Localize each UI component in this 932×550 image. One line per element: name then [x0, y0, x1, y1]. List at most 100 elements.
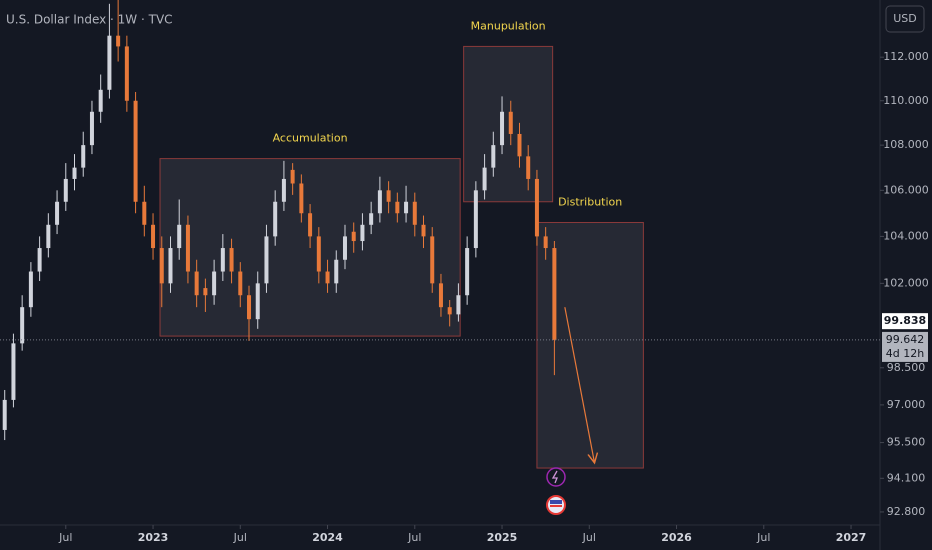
candle-body	[2, 399, 7, 430]
candle-body	[351, 231, 356, 242]
candle-body	[552, 248, 557, 340]
flag-detail	[550, 505, 562, 507]
annotation-label: Accumulation	[273, 132, 348, 145]
lightning-icon	[551, 470, 558, 484]
candle-body	[508, 111, 513, 134]
candle-body	[63, 178, 68, 202]
candle-body	[220, 248, 225, 272]
candle-body	[316, 236, 321, 272]
candle-body	[20, 307, 25, 344]
candle-body	[185, 224, 190, 272]
flag-detail	[550, 500, 562, 504]
candle-body	[377, 190, 382, 214]
candle-body	[281, 178, 286, 202]
y-tick-label: 110.000	[883, 94, 929, 107]
x-tick-label: 2027	[836, 531, 867, 544]
candle-body	[334, 259, 339, 284]
candle-body	[116, 35, 121, 47]
candle-body	[342, 236, 347, 260]
candle-body	[55, 201, 60, 225]
candle-body	[159, 248, 164, 284]
x-tick-label: Jul	[58, 531, 72, 544]
candle-body	[98, 89, 103, 112]
marker-price-badge	[882, 313, 928, 330]
candle-body	[421, 224, 426, 237]
candle-body	[369, 213, 374, 225]
plot	[0, 0, 880, 469]
chart-title: U.S. Dollar Index · 1W · TVC	[6, 13, 173, 27]
candle-body	[107, 35, 112, 90]
x-tick-label: Jul	[756, 531, 770, 544]
annotation-label: Distribution	[558, 195, 622, 208]
currency[interactable]: USD	[893, 12, 917, 25]
candle-body	[395, 201, 400, 214]
arrow	[564, 307, 595, 463]
y-tick-label: 92.800	[887, 505, 926, 518]
candle-body	[465, 248, 470, 296]
y-tick-label: 106.000	[883, 183, 929, 196]
candle-body	[482, 167, 487, 191]
y-tick-label: 97.000	[887, 398, 926, 411]
y-tick-label: 95.500	[887, 436, 926, 449]
candle-body	[290, 169, 295, 184]
current-price-label: 99.642	[886, 333, 925, 346]
candle-body	[133, 100, 138, 202]
candle-body	[264, 236, 269, 284]
candle-body	[229, 248, 234, 272]
candle-body	[255, 283, 260, 320]
x-tick-label: 2023	[138, 531, 169, 544]
x-tick-label: 2025	[487, 531, 518, 544]
candle-body	[325, 271, 330, 284]
candle-body	[37, 248, 42, 272]
marker-price-label: 99.838	[884, 314, 926, 327]
candle-body	[412, 201, 417, 225]
annotation-label: Manupulation	[471, 19, 546, 32]
candle-body	[177, 224, 182, 249]
y-tick-label: 98.500	[887, 361, 926, 374]
candle-body	[46, 224, 51, 249]
candle-body	[534, 178, 539, 237]
countdown-label: 4d 12h	[886, 347, 924, 360]
candle-body	[142, 201, 147, 225]
y-tick-label: 112.000	[883, 50, 929, 63]
candle-body	[500, 111, 505, 146]
candle-body	[89, 111, 94, 146]
candle-body	[438, 283, 443, 308]
candle-body	[517, 133, 522, 157]
candle-body	[203, 288, 208, 296]
candle-body	[543, 236, 548, 249]
x-tick-label: 2024	[312, 531, 343, 544]
candle-body	[124, 46, 129, 101]
candle-body	[247, 295, 252, 320]
x-tick-label: Jul	[407, 531, 421, 544]
candle-body	[404, 201, 409, 214]
candle-body	[447, 307, 452, 315]
candle-body	[299, 183, 304, 214]
currency-button[interactable]	[885, 5, 925, 33]
candle-body	[430, 236, 435, 284]
candle-body	[491, 145, 496, 168]
event-icon[interactable]	[546, 467, 566, 487]
y-tick-label: 102.000	[883, 276, 929, 289]
candle-body	[238, 271, 243, 296]
candle-body	[194, 271, 199, 296]
x-tick-label: Jul	[582, 531, 596, 544]
candle-body	[386, 190, 391, 202]
current-price-badge	[882, 331, 928, 362]
annotation-box	[463, 45, 554, 203]
candle-body	[360, 224, 365, 242]
candle-body	[526, 156, 531, 179]
candle-body	[273, 201, 278, 237]
x-tick-label: Jul	[233, 531, 247, 544]
y-tick-label: 94.100	[887, 471, 926, 484]
candle-body	[72, 167, 77, 179]
candle-body	[456, 295, 461, 315]
candle-body	[473, 190, 478, 249]
y-tick-label: 104.000	[883, 229, 929, 242]
y-tick-label: 108.000	[883, 138, 929, 151]
candle-body	[212, 271, 217, 296]
candle-body	[81, 145, 86, 168]
candle-body	[151, 224, 156, 249]
x-tick-label: 2026	[661, 531, 692, 544]
candle-body	[28, 271, 33, 308]
